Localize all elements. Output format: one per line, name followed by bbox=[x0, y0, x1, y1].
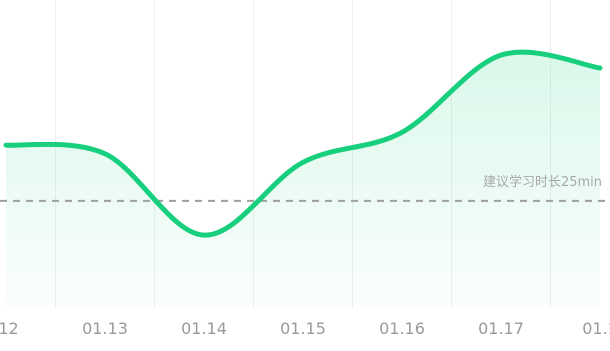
reference-line-layer: 建议学习时长25min bbox=[0, 174, 610, 202]
data-point bbox=[301, 160, 306, 165]
data-point bbox=[400, 130, 405, 135]
x-tick-label: 01.15 bbox=[280, 319, 326, 338]
data-point bbox=[103, 151, 108, 156]
data-point bbox=[499, 53, 504, 58]
x-tick-label: 01.13 bbox=[82, 319, 128, 338]
area-fill-layer bbox=[6, 52, 600, 309]
x-tick-label: 01.17 bbox=[478, 319, 524, 338]
series-area-fill bbox=[6, 52, 600, 309]
x-tick-label: .12 bbox=[0, 319, 19, 338]
x-axis-labels: .12 01.13 01.14 01.15 01.16 01.17 01.1 bbox=[0, 319, 610, 338]
series-line-layer bbox=[3, 49, 603, 238]
x-tick-label: 01.16 bbox=[379, 319, 425, 338]
data-point bbox=[202, 233, 207, 238]
x-tick-label: 01.1 bbox=[582, 319, 610, 338]
data-point bbox=[4, 143, 9, 148]
data-point bbox=[598, 66, 603, 71]
series-line bbox=[3, 49, 603, 238]
reference-line-label: 建议学习时长25min bbox=[483, 174, 602, 190]
x-tick-label: 01.14 bbox=[181, 319, 227, 338]
